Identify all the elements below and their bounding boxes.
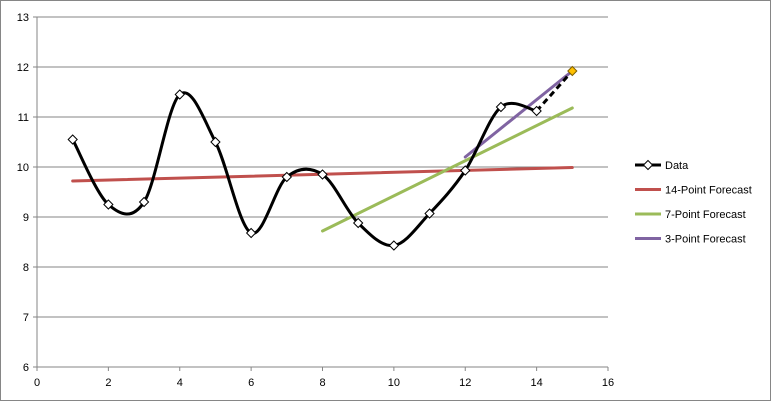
x-tick-label: 12 — [459, 377, 471, 389]
forecast-point-marker — [567, 65, 578, 77]
data-point-marker — [245, 227, 257, 239]
legend-label-3-point-forecast: 3-Point Forecast — [665, 234, 746, 246]
y-tick-label: 12 — [17, 62, 29, 74]
x-tick-label: 8 — [319, 377, 325, 389]
data-point-marker — [174, 89, 185, 100]
x-tick-label: 16 — [602, 377, 614, 389]
y-tick-label: 9 — [23, 212, 29, 224]
data-point-marker — [281, 171, 293, 183]
data-point-marker — [67, 134, 78, 145]
data-point-marker — [352, 217, 364, 229]
plot-series — [67, 65, 578, 251]
series-line-7-point-forecast — [321, 106, 574, 233]
data-point-marker — [317, 169, 328, 180]
data-point-marker — [531, 105, 542, 117]
y-tick-label: 10 — [17, 162, 29, 174]
legend-label-data: Data — [665, 160, 689, 172]
y-tick-label: 8 — [23, 262, 29, 274]
y-tick-label: 7 — [23, 312, 29, 324]
data-point-marker — [495, 101, 507, 113]
series-line-3-point-forecast — [463, 69, 574, 159]
gridlines — [37, 16, 608, 368]
y-tick-label: 11 — [18, 112, 29, 124]
series-line-data-extension — [535, 70, 574, 112]
data-point-marker — [460, 165, 471, 176]
legend-marker-data — [642, 159, 654, 171]
y-tick-label: 13 — [17, 12, 29, 24]
x-tick-label: 10 — [388, 377, 400, 389]
axes: 6 7 8 9 10 11 12 13 0 2 4 6 8 10 12 14 16 — [17, 12, 614, 389]
x-tick-label: 2 — [105, 377, 111, 389]
x-tick-label: 6 — [248, 377, 254, 389]
data-point-marker — [424, 208, 435, 219]
data-point-marker — [138, 196, 150, 208]
x-tick-label: 14 — [531, 377, 543, 389]
data-point-marker — [103, 199, 114, 210]
x-tick-label: 0 — [34, 377, 40, 389]
data-point-marker — [210, 136, 221, 148]
legend: Data 14-Point Forecast 7-Point Forecast 3-P… — [635, 159, 752, 246]
x-tick-label: 4 — [177, 377, 183, 389]
data-point-marker — [388, 240, 400, 251]
legend-label-7-point-forecast: 7-Point Forecast — [665, 209, 746, 221]
legend-label-14-point-forecast: 14-Point Forecast — [665, 185, 752, 197]
y-tick-label: 6 — [23, 362, 29, 374]
